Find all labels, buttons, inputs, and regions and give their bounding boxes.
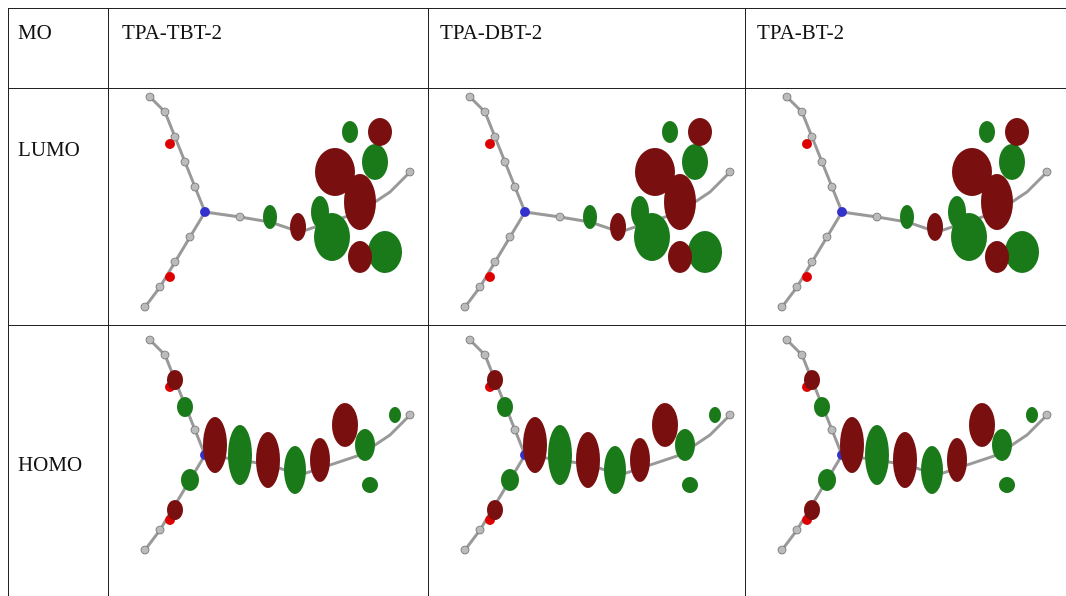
page: {"table": {"header": ["MO", "TPA-TBT-2",…	[0, 0, 1066, 596]
orbital-image	[120, 92, 420, 322]
header-cell: TPA-BT-2	[757, 20, 844, 45]
orbital-image	[757, 335, 1057, 565]
orbital-image	[440, 335, 740, 565]
row-label: LUMO	[18, 137, 80, 162]
cell	[8, 88, 108, 325]
row-label: HOMO	[18, 452, 82, 477]
orbital-image	[757, 92, 1057, 322]
orbital-image	[120, 335, 420, 565]
header-cell: TPA-TBT-2	[122, 20, 222, 45]
header-cell: MO	[18, 20, 52, 45]
header-cell: TPA-DBT-2	[440, 20, 542, 45]
orbital-image	[440, 92, 740, 322]
